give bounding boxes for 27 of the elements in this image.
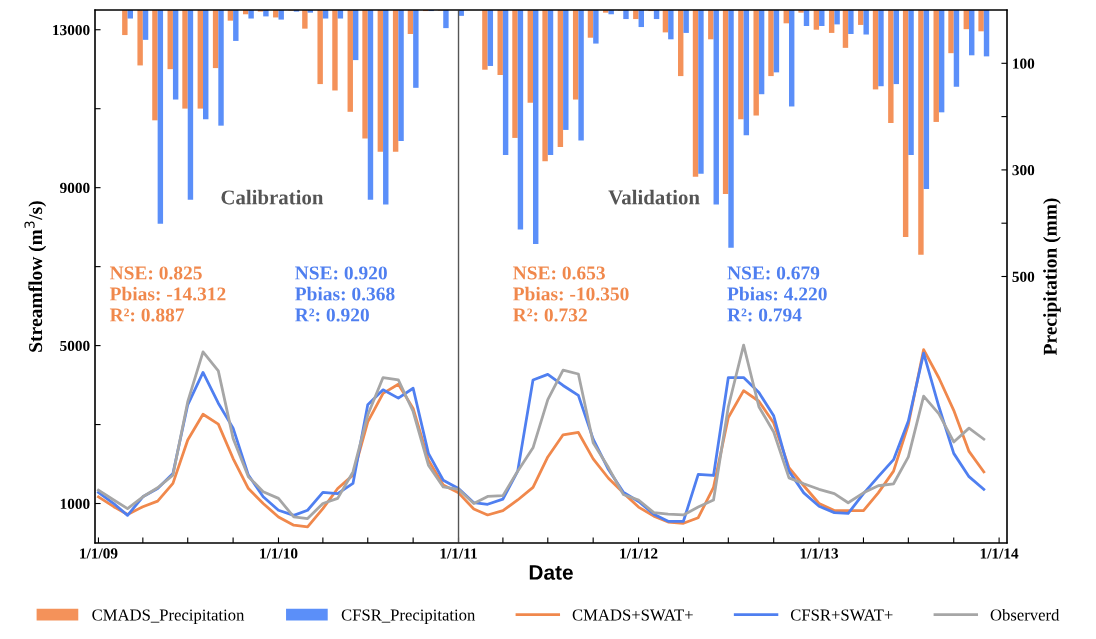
y2-tick-label: 300 [1012,165,1035,176]
y-tick-label: 5000 [60,340,90,352]
annotation: Validation [608,189,700,205]
y-tick-label: 13000 [53,24,90,36]
annotation: NSE: 0.825 Pbias: -14.312 R²: 0.887 [109,266,226,322]
legend-label: CMADS+SWAT+ [572,609,693,621]
y2-tick-label: 100 [1013,58,1035,69]
y-tick-label: 9000 [60,182,90,194]
x-tick-label: 1/1/10 [260,548,298,559]
x-tick-label: 1/1/09 [80,548,118,559]
x-tick-label: 1/1/12 [620,548,658,559]
legend-label: CFSR+SWAT+ [790,609,893,621]
y-axis-title: Streamflow (m$^{3}$/s) [24,201,47,352]
x-tick-label: 1/1/11 [440,548,477,559]
y-tick-label: 1000 [60,498,90,509]
annotation: Calibration [221,189,324,205]
x-tick-label: 1/1/14 [980,548,1019,559]
y2-axis-title: Precipitation (mm) [1043,198,1061,356]
legend-label: CMADS_Precipitation [92,609,245,624]
x-axis-title: Date [529,565,573,580]
legend-label: Observerd [990,608,1060,621]
annotation: NSE: 0.653 Pbias: -10.350 R²: 0.732 [513,266,629,322]
legend-label: CFSR_Precipitation [341,609,476,624]
y2-tick-label: 500 [1012,271,1035,282]
x-tick-label: 1/1/13 [800,548,839,559]
annotation: NSE: 0.679 Pbias: 4.220 R²: 0.794 [727,266,827,322]
annotation: NSE: 0.920 Pbias: 0.368 R²: 0.920 [295,266,395,322]
